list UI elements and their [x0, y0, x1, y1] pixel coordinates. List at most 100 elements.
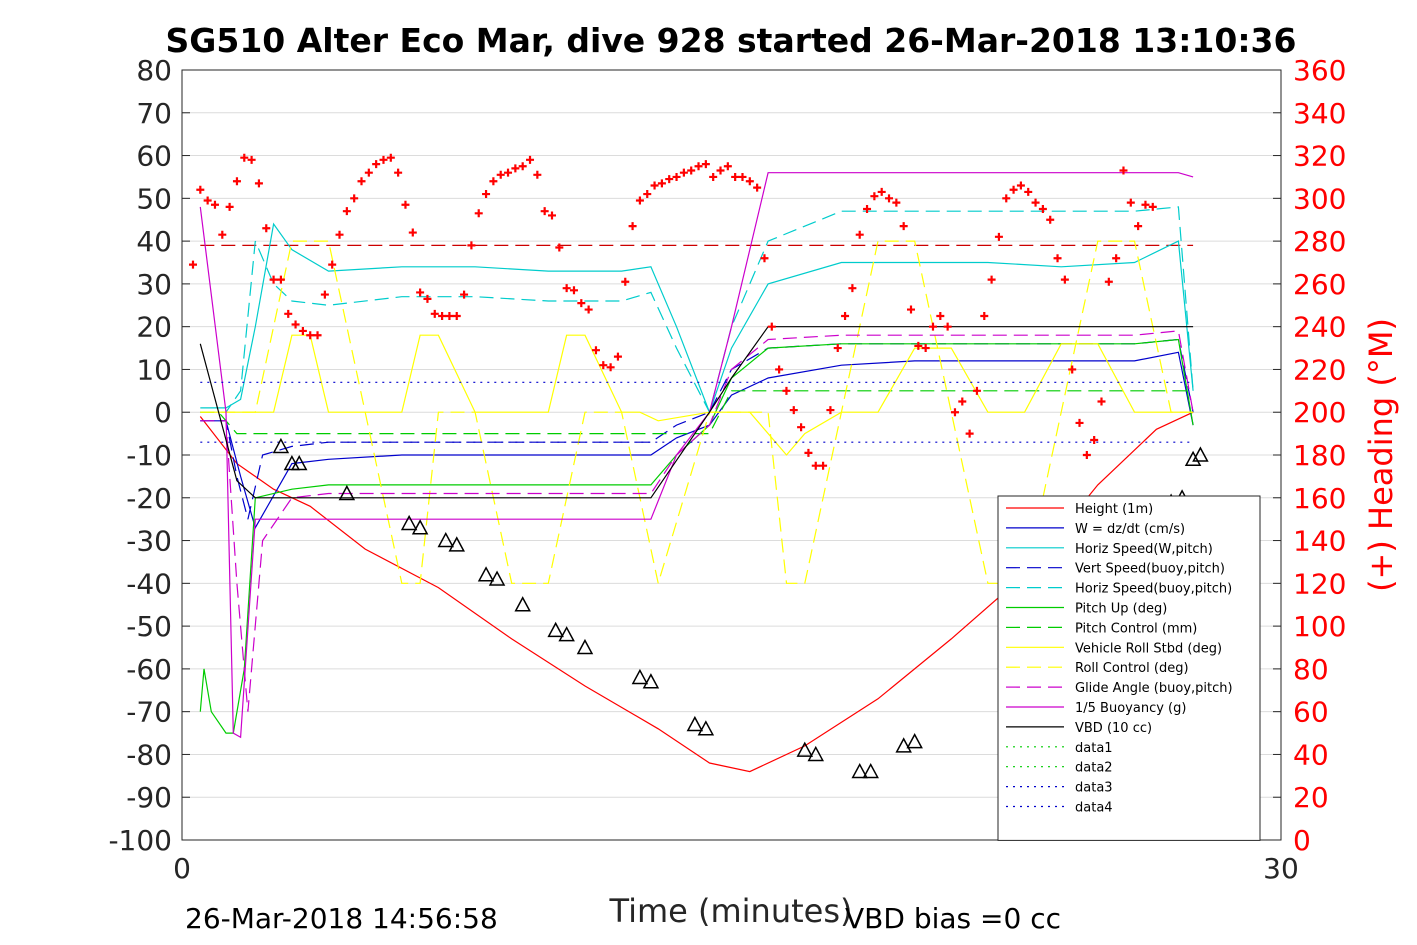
right-tick-label: 280	[1293, 225, 1346, 258]
y-tick-label: -70	[126, 696, 172, 729]
heading-point	[328, 260, 337, 269]
heading-point	[1104, 277, 1113, 286]
heading-point	[1112, 254, 1121, 263]
series-line-10	[199, 172, 1194, 739]
heading-point	[694, 162, 703, 171]
legend-label-15: data4	[1075, 801, 1113, 816]
y-tick-label: 20	[136, 311, 172, 344]
depth-marker	[576, 638, 594, 655]
depth-marker	[488, 570, 506, 586]
right-tick-label: 200	[1293, 396, 1346, 429]
legend-label-12: data1	[1075, 741, 1113, 756]
heading-point	[188, 260, 197, 269]
y-tick-label: 60	[136, 140, 172, 173]
heading-point	[196, 185, 205, 194]
heading-point	[958, 397, 967, 406]
heading-point	[218, 230, 227, 239]
heading-point	[504, 168, 513, 177]
depth-marker	[448, 536, 466, 552]
y-tick-label: 70	[136, 97, 172, 130]
legend: Height (1m) W = dz/dt (cm/s) Horiz Speed(W…	[997, 495, 1261, 841]
series-line-2	[200, 222, 1194, 414]
series-line-4	[200, 206, 1194, 414]
chart-title: SG510 Alter Eco Mar, dive 928 started 26…	[166, 21, 1297, 60]
heading-point	[672, 172, 681, 181]
right-tick-label: 100	[1293, 610, 1346, 643]
heading-point	[276, 275, 285, 284]
x-tick-label: 30	[1263, 852, 1299, 885]
heading-point	[269, 275, 278, 284]
depth-marker	[272, 437, 290, 454]
y-tick-label: 50	[136, 182, 172, 215]
heading-point	[350, 194, 359, 203]
heading-point	[599, 361, 608, 370]
heading-point	[892, 198, 901, 207]
heading-point	[819, 461, 828, 470]
legend-label-1: W = dz/dt (cm/s)	[1075, 522, 1185, 537]
heading-point	[562, 284, 571, 293]
footer-timestamp: 26-Mar-2018 14:56:58	[185, 902, 498, 935]
x-tick-label: 0	[173, 852, 191, 885]
heading-point	[408, 228, 417, 237]
series-line-9	[200, 330, 1194, 712]
footer-vbd-bias: VBD bias =0 cc	[845, 902, 1061, 935]
series-layer	[199, 172, 1194, 773]
heading-point	[738, 172, 747, 181]
right-tick-label: 360	[1293, 54, 1346, 87]
heading-point	[291, 320, 300, 329]
depth-marker	[796, 741, 814, 757]
heading-point	[994, 232, 1003, 241]
heading-point	[716, 166, 725, 175]
heading-point	[452, 311, 461, 320]
heading-points	[189, 154, 1157, 470]
legend-box	[997, 495, 1261, 841]
heading-point	[540, 207, 549, 216]
heading-point	[482, 190, 491, 199]
heading-point	[210, 200, 219, 209]
heading-point	[848, 284, 857, 293]
heading-point	[665, 175, 674, 184]
heading-point	[203, 196, 212, 205]
heading-point	[489, 177, 498, 186]
right-tick-label: 240	[1293, 311, 1346, 344]
y-tick-label: -90	[126, 781, 172, 814]
right-tick-label: 140	[1293, 525, 1346, 558]
heading-point	[709, 172, 718, 181]
heading-point	[701, 160, 710, 169]
legend-label-2: Horiz Speed(W,pitch)	[1075, 542, 1213, 557]
heading-point	[745, 177, 754, 186]
right-tick-label: 300	[1293, 182, 1346, 215]
y-tick-label: -100	[108, 824, 172, 857]
legend-label-14: data3	[1075, 781, 1113, 796]
y-tick-label: 30	[136, 268, 172, 301]
right-tick-label: 260	[1293, 268, 1346, 301]
heading-point	[577, 299, 586, 308]
right-tick-label: 340	[1293, 97, 1346, 130]
heading-point	[885, 194, 894, 203]
depth-marker	[400, 514, 418, 531]
legend-label-10: 1/5 Buoyancy (g)	[1075, 701, 1186, 716]
heading-point	[965, 429, 974, 438]
legend-label-8: Roll Control (deg)	[1075, 661, 1189, 676]
heading-point	[225, 202, 234, 211]
y-tick-label: -60	[126, 653, 172, 686]
heading-point	[760, 254, 769, 263]
heading-point	[811, 461, 820, 470]
heading-point	[1038, 205, 1047, 214]
heading-point	[467, 241, 476, 250]
heading-point	[606, 363, 615, 372]
y-tick-label: 0	[154, 396, 172, 429]
heading-point	[547, 211, 556, 220]
depth-marker	[631, 668, 649, 685]
heading-point	[1009, 185, 1018, 194]
heading-point	[921, 344, 930, 353]
y-tick-label: -10	[126, 439, 172, 472]
depth-marker	[906, 733, 923, 749]
depth-marker	[1184, 450, 1202, 467]
heading-point	[342, 207, 351, 216]
heading-point	[262, 224, 271, 233]
heading-point	[1075, 418, 1084, 427]
y-tick-label: -80	[126, 738, 172, 771]
y-tick-label: -30	[126, 525, 172, 558]
legend-label-13: data2	[1075, 761, 1113, 776]
